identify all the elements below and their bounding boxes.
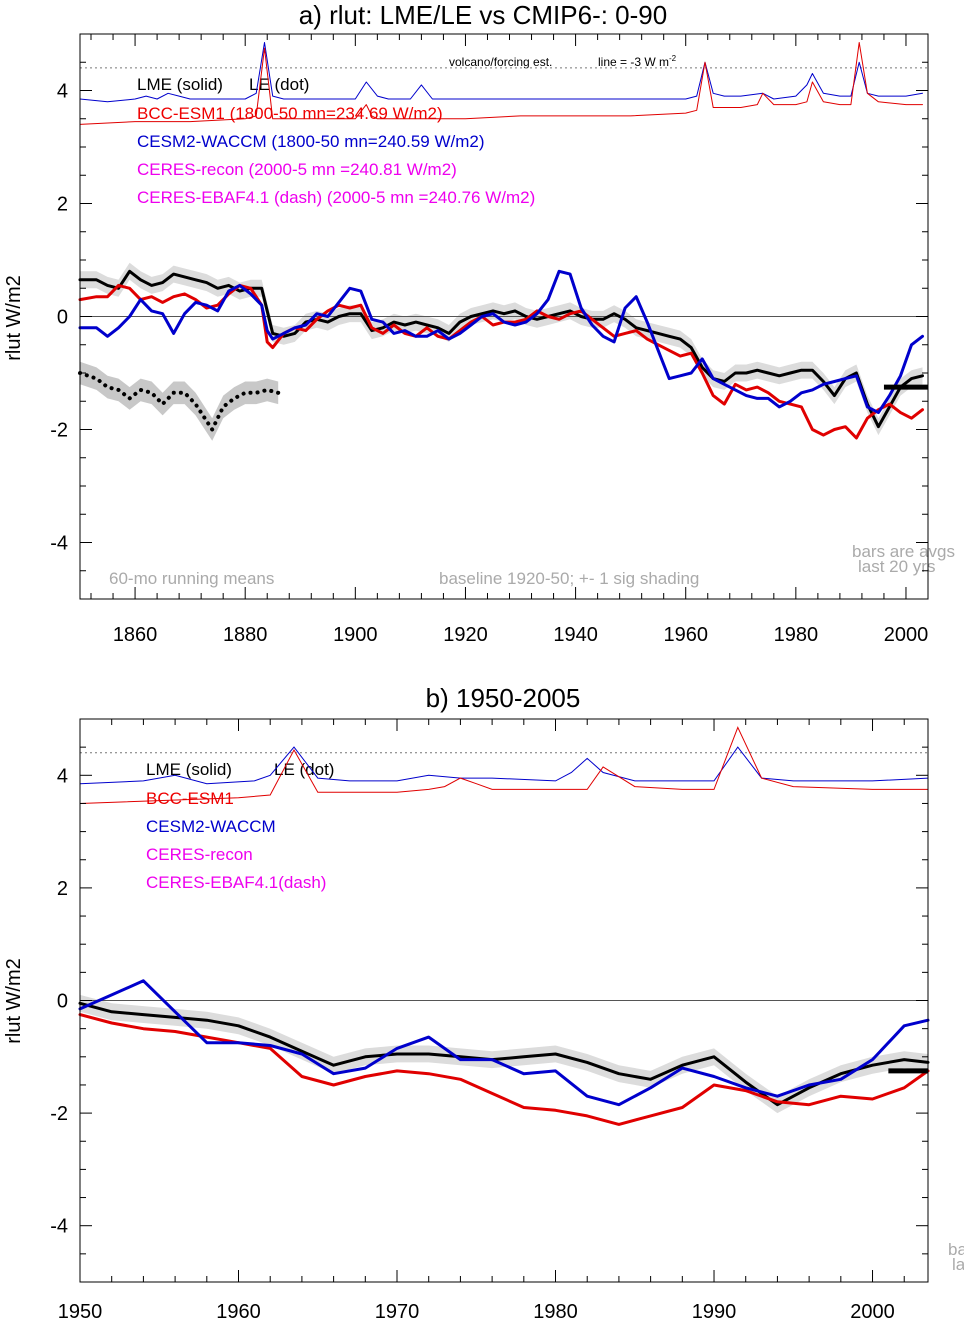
panel-b-xtick-label: 1990 bbox=[692, 1301, 737, 1323]
panel-b-legend-le: LE (dot) bbox=[274, 760, 334, 779]
panel-a-note-baseline: baseline 1920-50; +- 1 sig shading bbox=[439, 569, 699, 588]
panel-a-legend-ceres-recon: CERES-recon (2000-5 mn =240.81 W/m2) bbox=[137, 160, 457, 179]
panel-a-ylabel: rlut W/m2 bbox=[3, 275, 25, 361]
panel-b-legend-bcc: BCC-ESM1 bbox=[146, 789, 234, 808]
panel-a-legend-cesm2: CESM2-WACCM (1800-50 mn=240.59 W/m2) bbox=[137, 132, 485, 151]
panel-b-xtick-label: 2000 bbox=[850, 1301, 895, 1323]
panel-b-forcing-line-1 bbox=[79, 726, 928, 804]
panel-b-lme-shading bbox=[80, 994, 928, 1114]
panel-a-series-le-dot bbox=[78, 371, 281, 432]
panel-a-xtick-label: 2000 bbox=[884, 624, 929, 646]
panel-a-xtick-label: 1860 bbox=[113, 624, 158, 646]
panel-a-volcano-line-label: line = -3 W m-2 bbox=[598, 54, 677, 69]
panel-a-xtick-label: 1960 bbox=[663, 624, 708, 646]
panel-a-ytick-label: 4 bbox=[57, 81, 68, 103]
panel-b-ytick-label: 2 bbox=[57, 878, 68, 900]
panel-b-legend-cesm2: CESM2-WACCM bbox=[146, 817, 276, 836]
panel-a-ytick-label: 0 bbox=[57, 307, 68, 329]
panel-b-ylabel: rlut W/m2 bbox=[3, 958, 25, 1044]
panel-b-plot: -4 -2 0 2 4 1950 1960 1970 1980 1990 2000 bbox=[50, 718, 930, 1323]
panel-a-series-forcing-cesm2-waccm bbox=[79, 42, 923, 103]
panel-a-series-cesm2-waccm bbox=[78, 269, 924, 415]
panel-b-note-bars-2: la bbox=[952, 1255, 964, 1274]
panel-a-series-lme-solid bbox=[78, 269, 924, 429]
panel-b-xtick-label: 1960 bbox=[216, 1301, 261, 1323]
panel-b-legend-ceres-recon: CERES-recon bbox=[146, 845, 253, 864]
panel-a-ytick-label: 2 bbox=[57, 194, 68, 216]
panel-a-plot: -4 -2 0 2 4 1860 1880 1900 1920 1940 1960 1980 2000 bbox=[50, 33, 929, 646]
panel-b-forcing-line-0 bbox=[79, 746, 929, 785]
panel-a-note-bars-2: last 20 yrs bbox=[858, 557, 935, 576]
panel-b-xtick-label: 1950 bbox=[58, 1301, 103, 1323]
panel-a-title: a) rlut: LME/LE vs CMIP6-: 0-90 bbox=[299, 0, 667, 30]
panel-b-xtick-label: 1980 bbox=[533, 1301, 578, 1323]
panel-a-xtick-label: 1940 bbox=[553, 624, 598, 646]
panel-a-xtick-label: 1900 bbox=[333, 624, 378, 646]
panel-a-xtick-label: 1980 bbox=[774, 624, 819, 646]
panel-a-note-running-mean: 60-mo running means bbox=[109, 569, 274, 588]
panel-a-le-shading bbox=[80, 361, 279, 441]
panel-a-legend-le: LE (dot) bbox=[249, 75, 309, 94]
panel-a-note-bars-1: bars are avgs bbox=[852, 542, 955, 561]
panel-a-volcano-line-text: line = -3 W m bbox=[598, 55, 669, 69]
panel-b-series-cesm2-waccm bbox=[78, 979, 930, 1107]
panel-b-ytick-label: -4 bbox=[50, 1216, 68, 1238]
panel-b-legend-ceres-ebaf: CERES-EBAF4.1(dash) bbox=[146, 873, 326, 892]
panel-a-volcano-line-sup: -2 bbox=[669, 54, 677, 63]
panel-a-legend-lme: LME (solid) bbox=[137, 75, 223, 94]
panel-a-xtick-label: 1920 bbox=[443, 624, 488, 646]
panel-a-volcano-label: volcano/forcing est. bbox=[449, 55, 552, 69]
panel-a-xtick-label: 1880 bbox=[223, 624, 268, 646]
panel-b-series-bcc-esm1 bbox=[78, 1013, 930, 1126]
panel-a-lme-shading bbox=[80, 262, 923, 436]
panel-b-ytick-label: 4 bbox=[57, 765, 68, 787]
panel-b-title: b) 1950-2005 bbox=[426, 683, 581, 713]
panel-b-ytick-label: 0 bbox=[57, 991, 68, 1013]
panel-b-series-lme-solid bbox=[78, 1001, 930, 1107]
panel-a-ytick-label: -2 bbox=[50, 420, 68, 442]
panel-a-ytick-label: -4 bbox=[50, 533, 68, 555]
panel-b-ytick-label: -2 bbox=[50, 1103, 68, 1125]
panel-b-legend-lme: LME (solid) bbox=[146, 760, 232, 779]
panel-b-note-bars-1: ba bbox=[948, 1240, 964, 1259]
panel-b-xtick-label: 1970 bbox=[375, 1301, 420, 1323]
panel-a-series-forcing-bcc-esm1 bbox=[79, 42, 923, 125]
panel-a-legend-bcc: BCC-ESM1 (1800-50 mn=234.69 W/m2) bbox=[137, 104, 443, 123]
panel-a-legend-ceres-ebaf: CERES-EBAF4.1 (dash) (2000-5 mn =240.76 … bbox=[137, 188, 535, 207]
